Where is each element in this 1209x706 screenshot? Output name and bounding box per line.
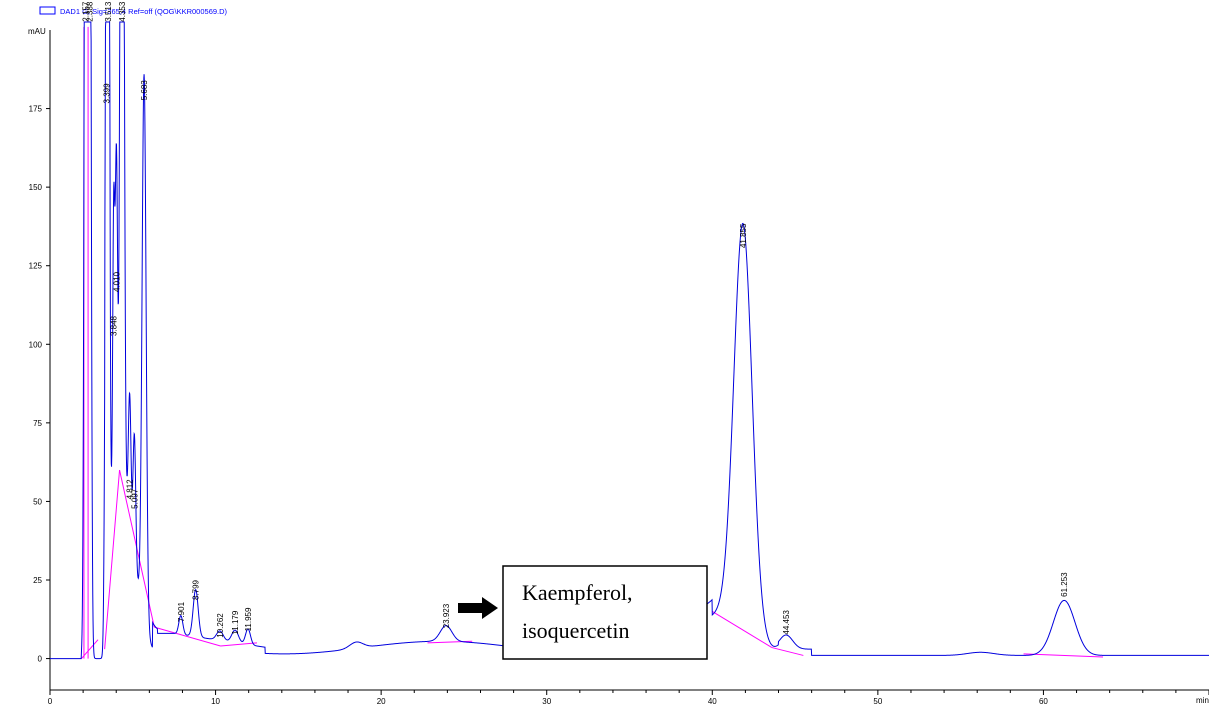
signal-header: DAD1 G, Sig=365,4 Ref=off (QOG\KKR000569… [60,7,228,16]
peak-rt-label: 11.179 [231,610,240,634]
y-tick-label: 75 [33,419,42,428]
x-tick-label: 60 [1039,697,1048,706]
y-tick-label: 150 [29,183,43,192]
x-tick-label: 20 [377,697,386,706]
peak-rt-label: 61.253 [1060,572,1069,597]
y-tick-label: 25 [33,576,42,585]
peak-rt-label: 5.097 [130,488,139,509]
baseline-segment [220,642,258,647]
x-axis-unit-label: min [1196,696,1209,705]
x-tick-label: 40 [708,697,717,706]
baseline-segment [154,626,221,647]
peak-rt-label: 4.812 [126,479,135,500]
integration-baselines [81,26,1104,659]
peak-rt-label: 3.848 [110,315,119,336]
y-tick-label: 175 [29,105,43,114]
legend-swatch [39,6,56,15]
y-tick-label: 125 [29,262,43,271]
peak-rt-label: 44.453 [782,610,791,635]
x-ticks: 0 10 20 30 40 50 60 [48,690,1209,706]
baseline-segment [712,611,773,648]
signal-trace [50,21,1209,660]
y-ticks: 0 25 50 75 100 125 150 175 [29,105,50,664]
callout-line-2: isoquercetin [522,618,630,643]
peak-rt-label: 3.399 [102,83,111,104]
baseline-segment [1023,653,1104,658]
x-tick-label: 30 [542,697,551,706]
peak-rt-label: 2.388 [86,1,95,22]
callout-line-1: Kaempferol, [522,580,633,605]
peak-rt-label: 4.010 [112,271,121,292]
y-tick-label: 50 [33,497,42,506]
peak-rt-label: 3.513 [104,1,113,22]
peak-rt-label: 23.923 [442,603,451,628]
compound-callout: Kaempferol, isoquercetin [458,565,708,660]
peak-rt-label: 7.901 [177,601,186,622]
x-tick-label: 0 [48,697,53,706]
peak-rt-label: 10.262 [216,613,225,638]
peak-rt-label: 4.353 [118,1,127,22]
peak-rt-label: 11.959 [244,607,253,631]
peak-rt-label: 8.799 [192,579,201,600]
baseline-segment [104,469,121,650]
x-tick-label: 50 [873,697,882,706]
baseline-segment [771,647,804,656]
y-axis-unit-label: mAU [28,27,46,36]
peak-rt-label: 41.855 [739,223,748,248]
peak-rt-label: 5.683 [140,80,149,101]
y-tick-label: 100 [29,340,43,349]
y-tick-label: 0 [38,655,43,664]
callout-box [502,565,708,660]
peak-rt-label: 2.157 [82,1,91,22]
arrow-right-icon [458,597,498,619]
x-tick-label: 10 [211,697,220,706]
